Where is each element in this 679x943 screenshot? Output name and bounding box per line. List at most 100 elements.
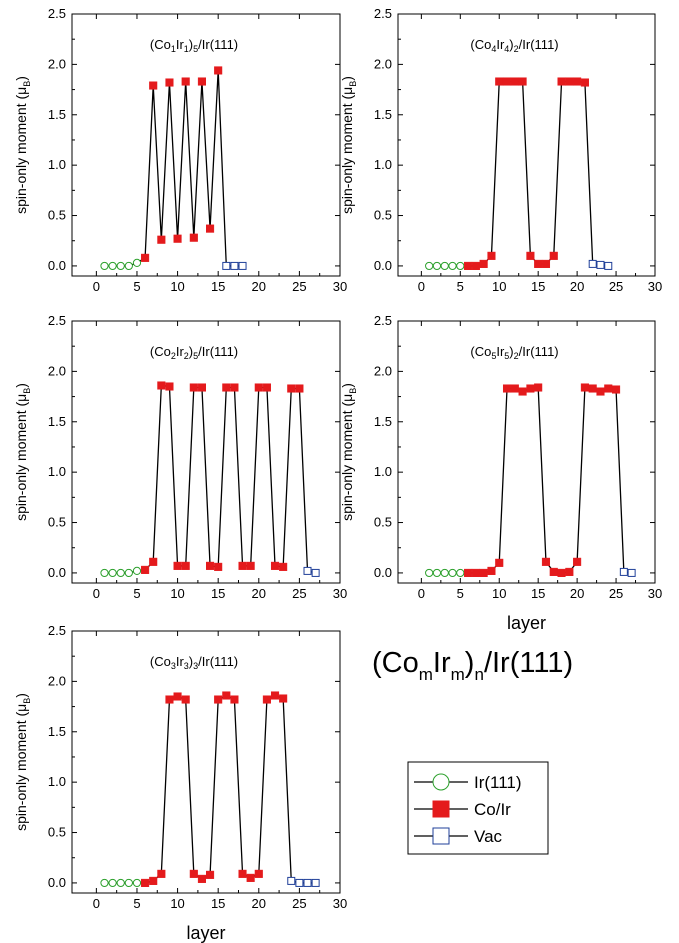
data-point-coir <box>495 558 504 567</box>
x-tick-label: 30 <box>648 279 662 294</box>
data-point-coir <box>502 77 512 86</box>
data-point-ir111 <box>132 566 142 576</box>
data-point-coir <box>246 561 255 570</box>
legend-box <box>407 761 549 855</box>
data-point-coir <box>510 384 519 393</box>
data-point-ir111 <box>100 878 109 888</box>
legend-marker-open-square <box>432 827 450 845</box>
data-point-coir <box>526 251 535 260</box>
y-tick-label: 1.5 <box>48 414 66 429</box>
x-axis-label: layer <box>507 613 546 633</box>
x-tick-label: 5 <box>133 896 140 911</box>
x-tick-label: 0 <box>418 279 425 294</box>
data-point-coir <box>262 695 271 704</box>
data-point-vac <box>287 876 296 885</box>
data-point-coir <box>541 557 551 566</box>
y-tick-label: 0.0 <box>374 258 392 273</box>
x-tick-label: 25 <box>292 279 306 294</box>
x-axis-label: layer <box>186 923 225 943</box>
y-axis-label: spin-only moment (μB) <box>13 693 32 831</box>
x-tick-label: 0 <box>93 279 100 294</box>
x-tick-label: 20 <box>252 279 266 294</box>
y-tick-label: 0.0 <box>374 565 392 580</box>
y-axis-label: spin-only moment (μB) <box>339 76 358 214</box>
data-point-coir <box>510 77 519 86</box>
plot-frame <box>397 320 656 584</box>
data-point-coir <box>596 387 605 396</box>
chart-panel-1: 0 5 10 15 20 25 30 0.0 0.5 1.0 1.5 2.0 2.5 spin-only … <box>13 6 347 294</box>
panel-title: (Co1Ir1)5/Ir(111) <box>150 37 238 54</box>
y-tick-label: 0.5 <box>48 515 66 530</box>
data-point-coir <box>149 81 158 90</box>
data-point-vac <box>295 878 304 887</box>
legend-entry-1: Ir(111) <box>414 773 522 792</box>
data-point-coir <box>157 381 166 390</box>
y-tick-label: 2.0 <box>374 56 392 71</box>
y-tick-label: 1.5 <box>374 414 392 429</box>
data-point-coir <box>173 234 182 243</box>
data-point-ir111 <box>440 261 449 271</box>
data-point-coir <box>238 561 247 570</box>
data-point-coir <box>471 568 480 577</box>
plot-frame <box>71 630 341 894</box>
data-point-coir <box>479 259 488 268</box>
x-tick-label: 20 <box>570 279 584 294</box>
y-tick-label: 1.5 <box>374 107 392 122</box>
y-tick-label: 2.5 <box>48 313 66 328</box>
y-tick-label: 2.0 <box>48 673 66 688</box>
data-point-coir <box>141 253 150 262</box>
data-point-ir111 <box>108 568 117 578</box>
x-tick-label: 5 <box>133 279 140 294</box>
x-tick-label: 15 <box>211 279 225 294</box>
data-point-ir111 <box>124 261 133 271</box>
data-point-coir <box>565 77 574 86</box>
data-point-coir <box>230 383 239 392</box>
x-tick-label: 15 <box>531 279 545 294</box>
y-axis-label: spin-only moment (μB) <box>339 383 358 521</box>
data-point-coir <box>173 692 182 701</box>
data-point-coir <box>230 695 239 704</box>
plot-frame <box>397 13 656 277</box>
data-point-coir <box>580 383 589 392</box>
y-axis-label: spin-only moment (μB) <box>13 76 32 214</box>
x-tick-label: 15 <box>211 586 225 601</box>
data-point-vac <box>303 566 312 575</box>
data-point-coir <box>495 77 504 86</box>
data-point-coir <box>214 562 223 571</box>
x-tick-label: 20 <box>252 896 266 911</box>
chart-panel-3: 0 5 10 15 20 25 30 0.0 0.5 1.0 1.5 2.0 2.5 spin-only … <box>13 313 347 601</box>
y-tick-label: 0.0 <box>48 875 66 890</box>
x-tick-label: 10 <box>492 279 506 294</box>
panel-title: (Co4Ir4)2/Ir(111) <box>470 37 558 54</box>
legend-entry-2: Co/Ir <box>414 800 511 819</box>
data-point-coir <box>157 869 166 878</box>
data-point-coir <box>173 561 182 570</box>
data-point-ir111 <box>425 568 434 578</box>
x-tick-label: 30 <box>648 586 662 601</box>
data-point-coir <box>189 233 198 242</box>
data-point-ir111 <box>100 568 109 578</box>
data-point-coir <box>206 224 215 233</box>
y-tick-label: 0.5 <box>374 208 392 223</box>
x-tick-label: 5 <box>133 586 140 601</box>
data-point-coir <box>270 561 280 570</box>
x-tick-label: 20 <box>252 586 266 601</box>
panels: 0 5 10 15 20 25 30 0.0 0.5 1.0 1.5 2.0 2.5 spin-only … <box>13 6 662 943</box>
data-point-ir111 <box>432 261 442 271</box>
y-tick-label: 1.0 <box>374 464 392 479</box>
data-point-vac <box>238 261 247 270</box>
y-axis-label: spin-only moment (μB) <box>13 383 32 521</box>
data-point-ir111 <box>448 261 457 271</box>
data-point-coir <box>181 77 190 86</box>
panel-title: (Co3Ir3)3/Ir(111) <box>150 654 238 671</box>
data-point-coir <box>287 384 296 393</box>
legend-entry-3: Vac <box>414 827 503 846</box>
series-connecting-line <box>429 386 632 574</box>
plot-frame <box>71 13 341 277</box>
data-point-vac <box>222 261 231 270</box>
data-point-coir <box>189 383 198 392</box>
data-point-ir111 <box>432 568 442 578</box>
y-tick-label: 0.0 <box>48 565 66 580</box>
x-tick-label: 30 <box>333 896 347 911</box>
x-tick-label: 0 <box>93 896 100 911</box>
